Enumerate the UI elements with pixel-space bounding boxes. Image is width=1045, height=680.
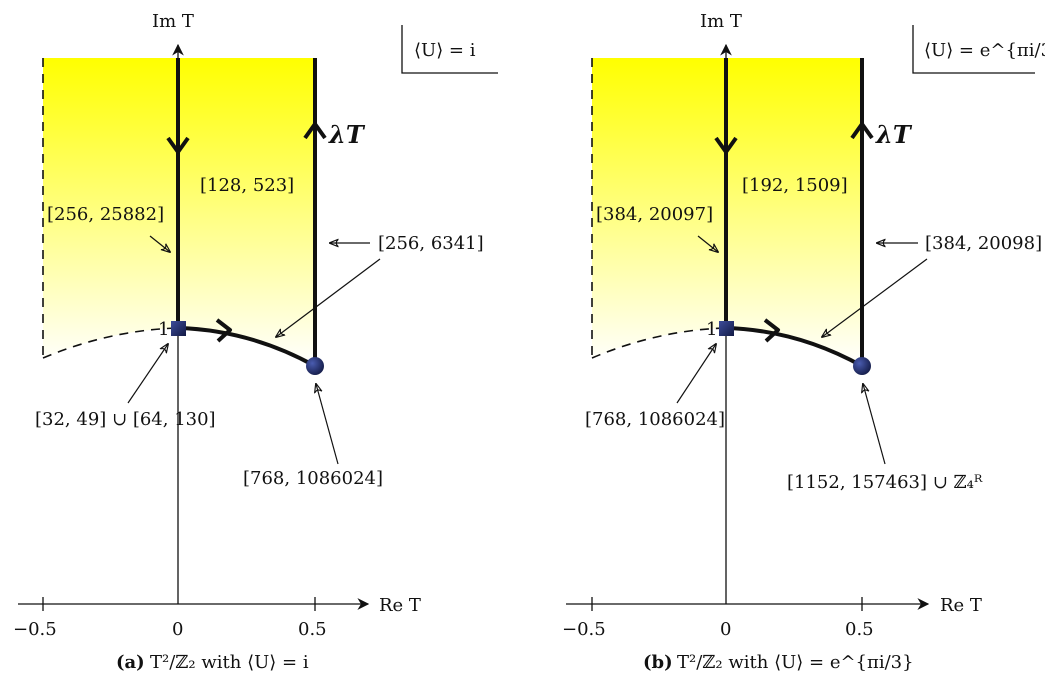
axis-x-label: Re T bbox=[379, 595, 421, 616]
label-origin-lower: [32, 49] ∪ [64, 130] bbox=[35, 409, 216, 430]
chevron-down-icon bbox=[714, 136, 738, 154]
label-top-center: [128, 523] bbox=[200, 175, 294, 196]
lambda-label: λT bbox=[875, 120, 913, 149]
chevron-up-icon bbox=[850, 122, 874, 140]
square-marker bbox=[171, 321, 186, 336]
caption-tag: (a) bbox=[116, 652, 145, 673]
dashed-arc bbox=[42, 327, 179, 359]
chevron-down-icon bbox=[166, 136, 190, 154]
dashed-arc bbox=[591, 327, 727, 359]
callout-right-to-arc bbox=[276, 258, 381, 337]
tick-label-half: 0.5 bbox=[298, 619, 327, 640]
label-left-upper: [256, 25882] bbox=[47, 204, 164, 225]
axis-x-label: Re T bbox=[940, 595, 982, 616]
thick-arc bbox=[725, 326, 863, 368]
tick-label-zero: 0 bbox=[172, 619, 183, 640]
callout-origin-lower bbox=[127, 344, 168, 404]
label-right-upper: [384, 20098] bbox=[925, 233, 1042, 254]
panel-b: Im T Re T ⟨U⟩ = e^{πi/3} λT 1 [192, 1509… bbox=[562, 11, 1045, 673]
chevron-right-icon bbox=[763, 318, 780, 343]
chevron-up-icon bbox=[303, 122, 327, 140]
thick-arc bbox=[177, 326, 316, 368]
label-corner-lower: [768, 1086024] bbox=[243, 468, 383, 489]
point-label-1: 1 bbox=[706, 319, 717, 340]
callout-right-to-arc bbox=[822, 258, 928, 337]
label-right-upper: [256, 6341] bbox=[378, 233, 484, 254]
label-top-center: [192, 1509] bbox=[742, 175, 848, 196]
tick-label-neg: −0.5 bbox=[13, 619, 57, 640]
caption-text: T²/ℤ₂ with ⟨U⟩ = e^{πi/3} bbox=[677, 652, 914, 673]
vev-label: ⟨U⟩ = e^{πi/3} bbox=[924, 40, 1045, 61]
vev-label: ⟨U⟩ = i bbox=[414, 40, 476, 61]
callout-left-upper bbox=[697, 235, 718, 252]
point-label-1: 1 bbox=[158, 319, 169, 340]
tick-label-zero: 0 bbox=[720, 619, 731, 640]
callout-corner-lower bbox=[863, 384, 886, 465]
axis-y-label: Im T bbox=[700, 11, 742, 32]
chevron-right-icon bbox=[215, 318, 232, 343]
tick-label-half: 0.5 bbox=[845, 619, 874, 640]
label-left-upper: [384, 20097] bbox=[596, 204, 713, 225]
square-marker bbox=[719, 321, 734, 336]
lambda-label: λT bbox=[328, 120, 366, 149]
panel-a: Im T Re T ⟨U⟩ = i λT 1 [128, 523] [256, … bbox=[13, 11, 498, 673]
tick-label-neg: −0.5 bbox=[562, 619, 606, 640]
callout-left-upper bbox=[149, 235, 170, 252]
vev-box bbox=[401, 25, 498, 74]
axis-y-label: Im T bbox=[152, 11, 194, 32]
label-corner-lower: [1152, 157463] ∪ ℤ₄ᴿ bbox=[787, 472, 983, 493]
circle-marker bbox=[853, 357, 871, 375]
label-origin-lower: [768, 1086024] bbox=[585, 409, 725, 430]
vev-box bbox=[912, 25, 1035, 74]
caption-text: T²/ℤ₂ with ⟨U⟩ = i bbox=[150, 652, 309, 673]
callout-origin-lower bbox=[676, 344, 716, 404]
caption-tag: (b) bbox=[643, 652, 673, 673]
callout-corner-lower bbox=[316, 384, 339, 465]
circle-marker bbox=[306, 357, 324, 375]
